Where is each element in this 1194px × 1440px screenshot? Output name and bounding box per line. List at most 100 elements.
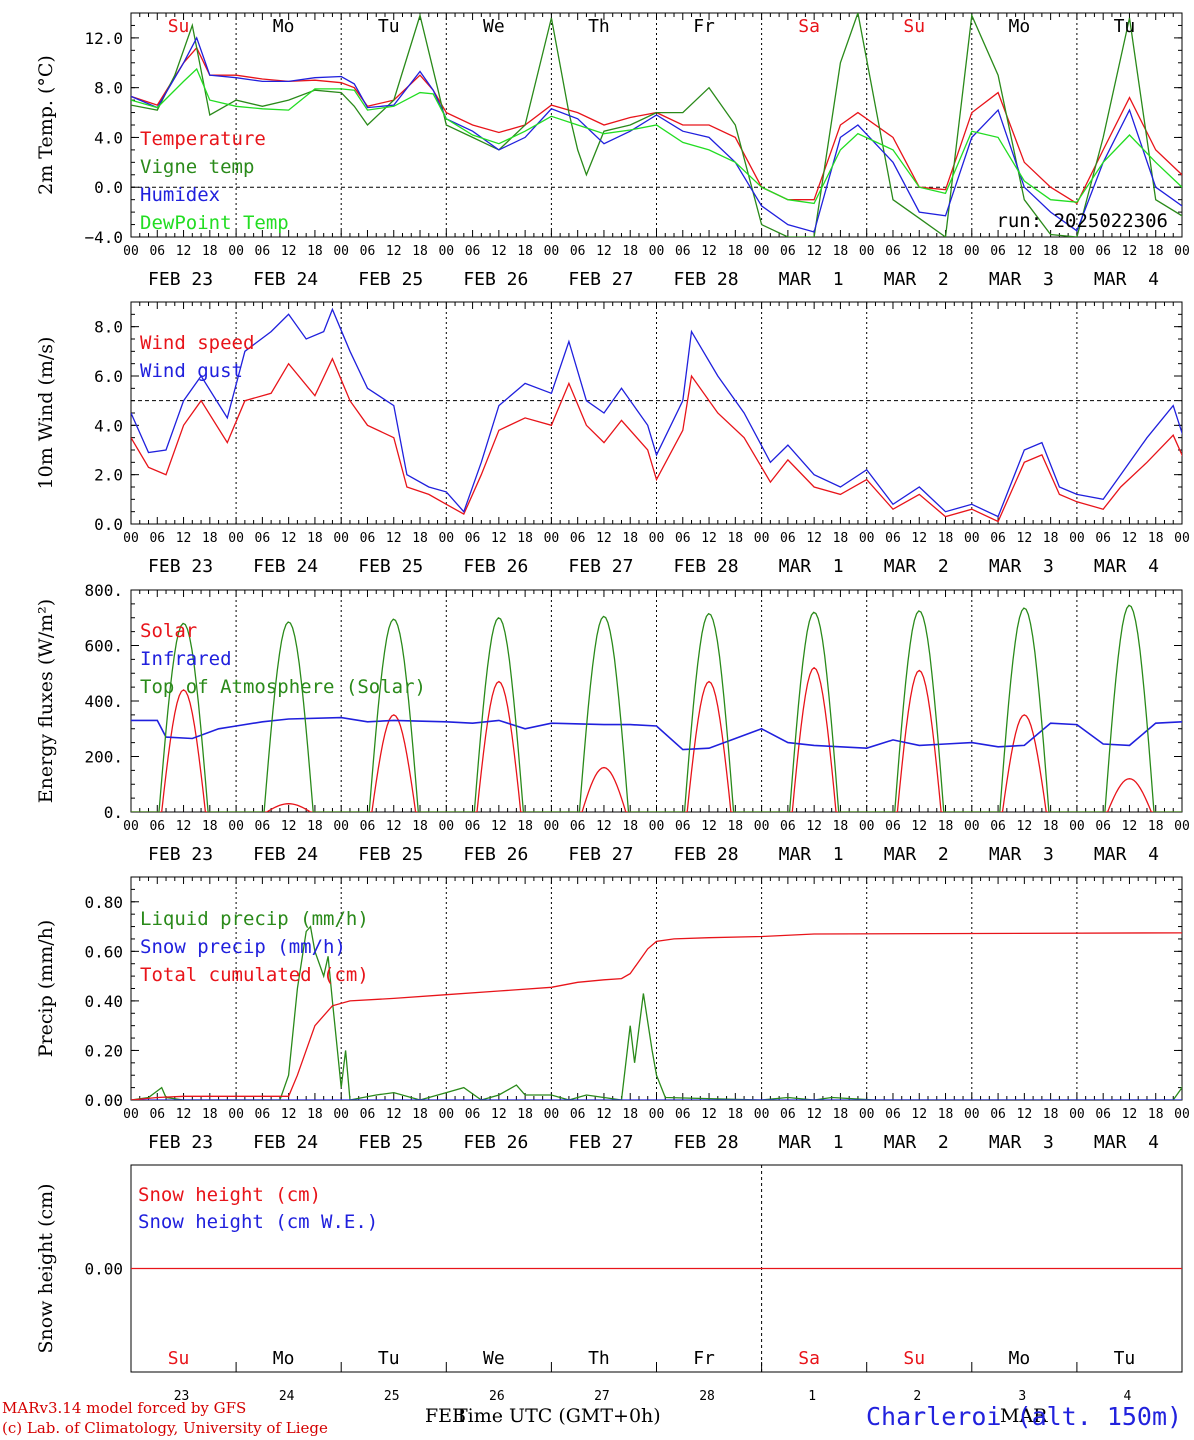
- hour-tick-label: 18: [833, 244, 849, 259]
- series-line-wind-gust: [131, 307, 1182, 518]
- hour-tick-label: 06: [465, 1107, 481, 1122]
- panel-2: 0.0 2.0 4.0 6.0 8.0 10m Wind (m/s) Wind speed W…: [35, 301, 1190, 577]
- day-number-label: 24: [279, 1389, 295, 1404]
- x-axis-title: Time UTC (GMT+0h): [455, 1405, 661, 1427]
- y-tick-label: 12.0: [84, 29, 123, 48]
- hour-tick-label: 12: [596, 244, 612, 259]
- date-label: MAR 4: [1094, 844, 1159, 865]
- date-label: MAR 3: [989, 269, 1054, 290]
- hour-tick-label: 06: [149, 1107, 165, 1122]
- hour-tick-label: 18: [412, 819, 428, 834]
- series-line-dewpoint-temp: [131, 67, 1182, 205]
- hour-tick-label: 06: [1095, 244, 1111, 259]
- hour-tick-label: 18: [622, 244, 638, 259]
- hour-tick-label: 12: [386, 819, 402, 834]
- hour-tick-label: 00: [123, 819, 139, 834]
- legend-entry: Infrared: [140, 648, 232, 670]
- footer-model: MARv3.14 model forced by GFS: [2, 1399, 247, 1417]
- hour-tick-label: 00: [1069, 1107, 1085, 1122]
- date-label: FEB 25: [358, 844, 423, 865]
- weekday-label: Th: [588, 1348, 610, 1369]
- y-axis-label: 2m Temp. (°C): [35, 55, 57, 195]
- hour-tick-label: 06: [360, 819, 376, 834]
- hour-tick-label: 12: [1017, 531, 1033, 546]
- series-line-humidex: [131, 36, 1182, 233]
- hour-tick-label: 12: [806, 531, 822, 546]
- date-label: FEB 26: [463, 269, 528, 290]
- hour-tick-label: 18: [727, 1107, 743, 1122]
- hour-tick-label: 00: [1174, 819, 1190, 834]
- hour-tick-label: 06: [885, 1107, 901, 1122]
- date-label: MAR 4: [1094, 556, 1159, 577]
- hour-tick-label: 18: [1043, 819, 1059, 834]
- hour-tick-label: 00: [649, 1107, 665, 1122]
- hour-tick-label: 12: [596, 531, 612, 546]
- series-line-temperature: [131, 46, 1182, 205]
- hour-tick-label: 12: [176, 819, 192, 834]
- legend-entry: Snow precip (mm/h): [140, 936, 346, 958]
- hour-tick-label: 12: [1017, 819, 1033, 834]
- series-line-vigne-temp: [131, 13, 1182, 237]
- hour-tick-label: 18: [938, 819, 954, 834]
- hour-tick-label: 00: [1174, 244, 1190, 259]
- hour-tick-label: 06: [780, 244, 796, 259]
- hour-tick-label: 12: [701, 1107, 717, 1122]
- y-tick-label: 0.: [104, 803, 123, 822]
- hour-tick-label: 00: [123, 1107, 139, 1122]
- series-line-wind-speed: [131, 357, 1182, 523]
- y-tick-label: 800.: [84, 581, 123, 600]
- hour-tick-label: 00: [1069, 244, 1085, 259]
- hour-tick-label: 18: [412, 531, 428, 546]
- weekday-label: Mo: [1009, 16, 1031, 37]
- hour-tick-label: 18: [1043, 1107, 1059, 1122]
- legend-entry: Top of Atmosphere (Solar): [140, 676, 426, 698]
- hour-tick-label: 12: [386, 531, 402, 546]
- hour-tick-label: 00: [228, 1107, 244, 1122]
- date-label: MAR 1: [779, 844, 844, 865]
- hour-tick-label: 12: [491, 531, 507, 546]
- hour-tick-label: 18: [938, 531, 954, 546]
- hour-tick-label: 12: [911, 1107, 927, 1122]
- date-label: MAR 2: [884, 556, 949, 577]
- legend-entry: Total cumulated (cm): [140, 964, 369, 986]
- hour-tick-label: 00: [964, 531, 980, 546]
- weekday-label: Th: [588, 16, 610, 37]
- y-tick-label: 0.0: [94, 515, 123, 534]
- date-label: FEB 28: [674, 556, 739, 577]
- hour-tick-label: 06: [885, 819, 901, 834]
- hour-tick-label: 18: [202, 531, 218, 546]
- hour-tick-label: 00: [964, 1107, 980, 1122]
- hour-tick-label: 18: [517, 244, 533, 259]
- hour-tick-label: 18: [833, 531, 849, 546]
- y-tick-label: 0.0: [94, 178, 123, 197]
- series-line-solar: [131, 666, 1182, 812]
- hour-tick-label: 12: [806, 819, 822, 834]
- hour-tick-label: 12: [806, 1107, 822, 1122]
- hour-tick-label: 12: [1122, 531, 1138, 546]
- y-tick-label: 400.: [84, 692, 123, 711]
- hour-tick-label: 18: [412, 1107, 428, 1122]
- day-number-label: 23: [174, 1389, 190, 1404]
- panel-3: 0. 200. 400. 600. 800. Energy fluxes (W/m²) So…: [35, 581, 1190, 865]
- hour-tick-label: 12: [701, 819, 717, 834]
- hour-tick-label: 12: [911, 244, 927, 259]
- date-label: FEB 23: [148, 1132, 213, 1153]
- date-label: FEB 26: [463, 1132, 528, 1153]
- hour-tick-label: 06: [1095, 819, 1111, 834]
- y-tick-label: 0.20: [84, 1041, 123, 1060]
- day-number-label: 28: [699, 1389, 715, 1404]
- legend-entry: Temperature: [140, 128, 266, 150]
- hour-tick-label: 06: [990, 819, 1006, 834]
- date-label: FEB 23: [148, 844, 213, 865]
- date-label: MAR 2: [884, 844, 949, 865]
- bottom-month-feb: FEB: [425, 1405, 467, 1427]
- y-axis-label: Snow height (cm): [35, 1183, 57, 1353]
- hour-tick-label: 06: [255, 1107, 271, 1122]
- hour-tick-label: 06: [675, 531, 691, 546]
- hour-tick-label: 00: [333, 819, 349, 834]
- weekday-label: Mo: [273, 1348, 295, 1369]
- hour-tick-label: 00: [754, 244, 770, 259]
- hour-tick-label: 06: [990, 1107, 1006, 1122]
- hour-tick-label: 00: [438, 244, 454, 259]
- hour-tick-label: 18: [202, 244, 218, 259]
